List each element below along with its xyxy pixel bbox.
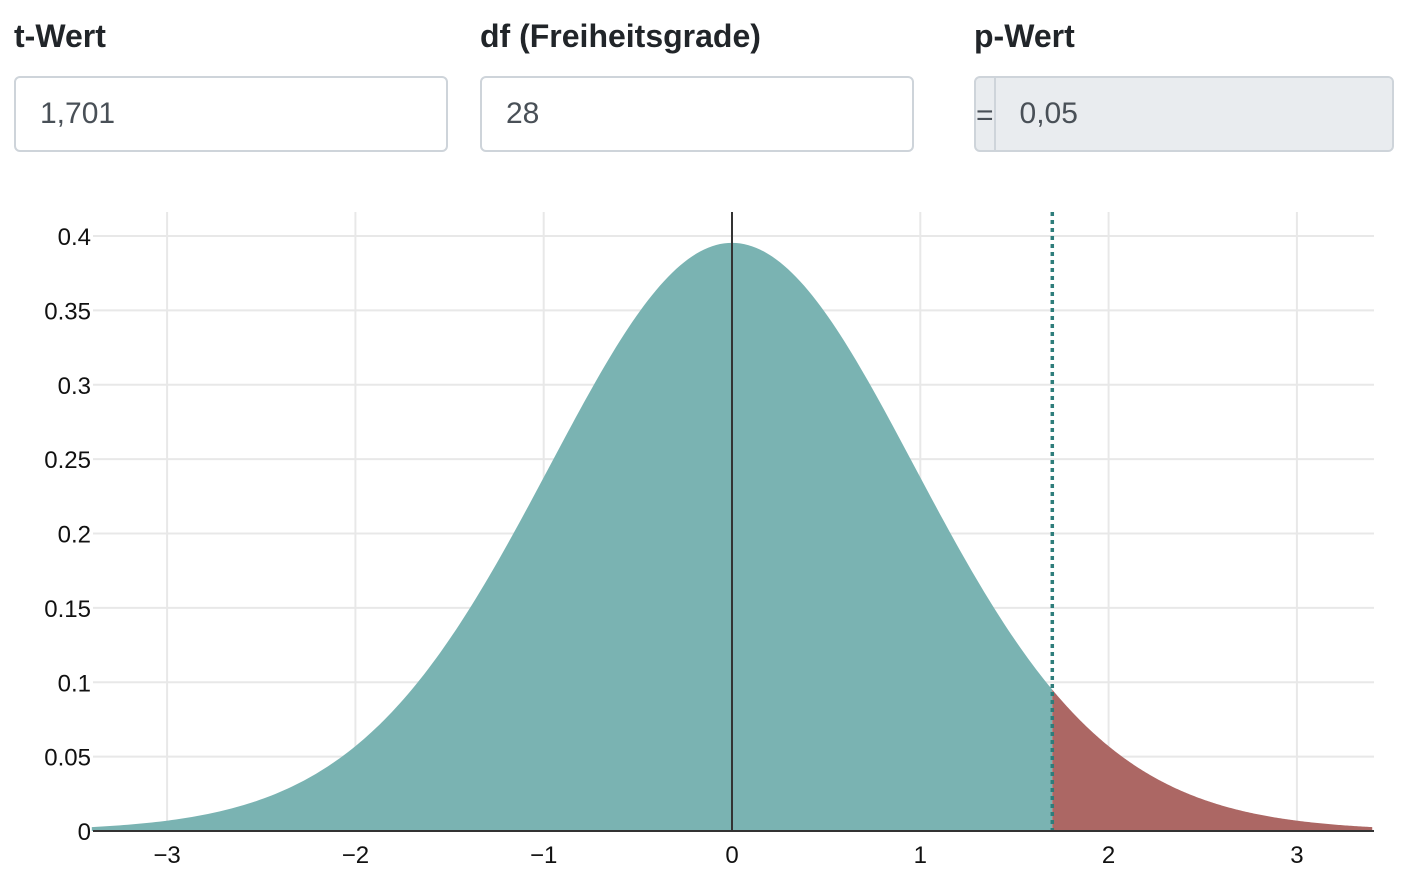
p-value-group: p-Wert = (974, 14, 1394, 152)
x-tick-label: 3 (1290, 842, 1303, 869)
df-input[interactable] (480, 76, 914, 152)
density-areas (91, 242, 1373, 832)
equals-prefix: = (976, 78, 996, 150)
y-tick-label: 0.15 (44, 596, 91, 623)
y-tick-label: 0.2 (58, 522, 91, 549)
df-label: df (Freiheitsgrade) (480, 18, 761, 54)
x-tick-label: 2 (1102, 842, 1115, 869)
p-value-label: p-Wert (974, 18, 1075, 54)
y-tick-label: 0.35 (44, 298, 91, 325)
x-tick-label: −2 (342, 842, 369, 869)
axes: −3 −2 −1 0 1 2 3 0 0.05 0.1 0.15 0.2 0.25 0.3 0.35 0.4 (44, 224, 1374, 869)
y-tick-label: 0.1 (58, 670, 91, 697)
right-tail-area (1052, 689, 1373, 831)
x-tick-label: 1 (914, 842, 927, 869)
reference-lines (731, 212, 1055, 831)
t-value-input[interactable] (14, 76, 448, 152)
p-value-output (995, 78, 1392, 150)
y-tick-label: 0.25 (44, 447, 91, 474)
p-value-input-group: = (974, 76, 1394, 152)
t-value-label: t-Wert (14, 18, 106, 54)
x-tick-label: −3 (153, 842, 180, 869)
y-tick-label: 0.4 (58, 224, 91, 251)
y-tick-label: 0 (78, 819, 91, 846)
y-tick-label: 0.05 (44, 745, 91, 772)
df-group: df (Freiheitsgrade) (480, 14, 914, 152)
density-body-area (91, 242, 1053, 832)
x-tick-label: 0 (725, 842, 738, 869)
t-value-group: t-Wert (14, 14, 448, 152)
y-tick-label: 0.3 (58, 373, 91, 400)
x-tick-label: −1 (530, 842, 557, 869)
